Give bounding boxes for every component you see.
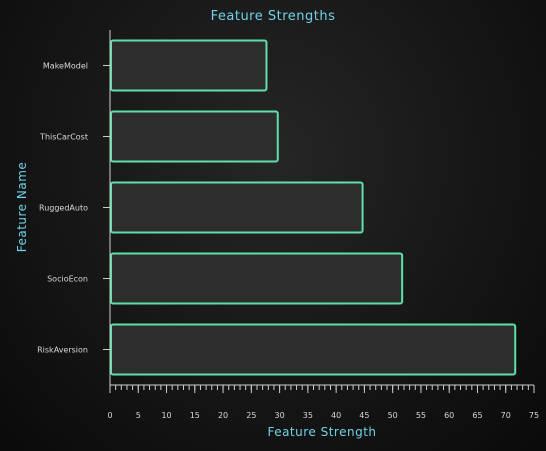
category-label: MakeModel — [43, 62, 88, 71]
x-tick-label: 25 — [246, 411, 256, 420]
x-tick-label: 55 — [416, 411, 426, 420]
x-tick-label: 70 — [501, 411, 511, 420]
x-tick-label: 60 — [444, 411, 454, 420]
y-axis-label: Feature Name — [15, 162, 29, 253]
category-label: ThisCarCost — [39, 133, 88, 142]
y-axis-ticks — [103, 65, 110, 350]
x-tick-label: 5 — [136, 411, 141, 420]
x-tick-label: 50 — [388, 411, 398, 420]
bar-makemodel — [110, 39, 268, 92]
x-tick-label: 15 — [190, 411, 200, 420]
x-tick-label: 65 — [472, 411, 482, 420]
x-axis-label: Feature Strength — [267, 425, 376, 439]
category-labels: MakeModel ThisCarCost RuggedAuto SocioEcon R… — [37, 62, 88, 355]
bar-socioecon — [110, 252, 404, 305]
x-tick-label: 0 — [107, 411, 112, 420]
bar-thiscarcost — [110, 110, 279, 163]
x-tick-label: 20 — [218, 411, 228, 420]
x-tick-label: 35 — [303, 411, 313, 420]
bar-riskaversion — [110, 323, 517, 376]
x-tick-label: 40 — [331, 411, 341, 420]
x-axis-ticks: 0 5 10 15 20 25 30 35 40 45 50 55 60 65 70 75 — [107, 385, 539, 420]
x-tick-label: 75 — [529, 411, 539, 420]
category-label: SocioEcon — [47, 275, 88, 284]
x-tick-label: 45 — [359, 411, 369, 420]
x-tick-label: 30 — [275, 411, 285, 420]
x-axis-minor-ticks — [109, 385, 535, 390]
bar-ruggedauto — [110, 181, 364, 234]
x-tick-label: 10 — [161, 411, 171, 420]
bars-group — [110, 39, 517, 376]
chart-title: Feature Strengths — [211, 9, 336, 24]
category-label: RuggedAuto — [39, 204, 88, 213]
category-label: RiskAversion — [37, 346, 88, 355]
